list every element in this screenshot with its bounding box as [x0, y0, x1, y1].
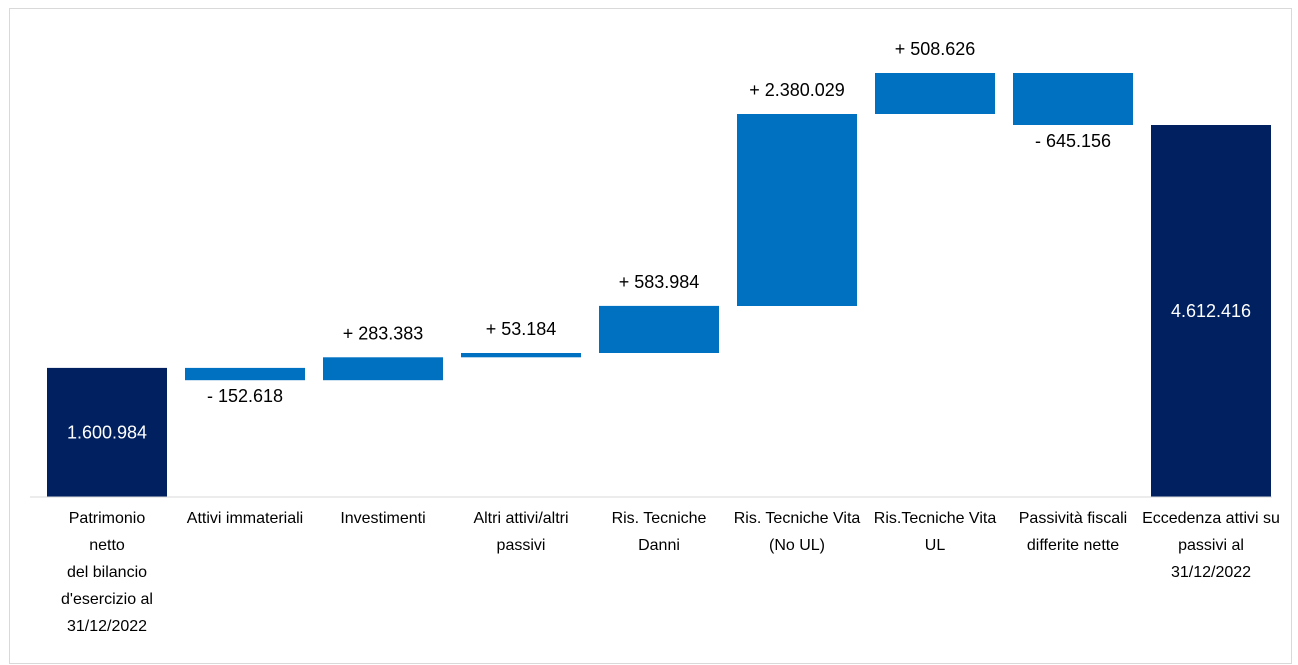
data-label-5: + 2.380.029	[749, 80, 845, 100]
bar-3	[461, 353, 581, 358]
category-label-6: Ris.Tecniche Vita UL	[874, 510, 997, 554]
data-label-8: 4.612.416	[1171, 301, 1251, 321]
chart-frame	[9, 8, 1292, 664]
data-label-1: - 152.618	[207, 386, 283, 406]
category-label-line: Altri attivi/altri	[473, 510, 568, 527]
category-label-line: Passività fiscali	[1019, 510, 1127, 527]
bar-5	[737, 114, 857, 306]
category-label-line: Attivi immateriali	[187, 510, 303, 527]
category-label-8: Eccedenza attivi su passivi al 31/12/2022	[1142, 510, 1280, 581]
bar-4	[599, 305, 719, 353]
category-label-4: Ris. Tecniche Danni	[612, 510, 707, 554]
category-label-3: Altri attivi/altri passivi	[473, 510, 568, 554]
category-label-line: Ris. Tecniche	[612, 510, 707, 527]
bar-0	[47, 367, 167, 497]
data-label-7: - 645.156	[1035, 131, 1111, 151]
category-label-5: Ris. Tecniche Vita (No UL)	[734, 510, 861, 554]
data-label-3: + 53.184	[486, 319, 557, 339]
category-label-1: Attivi immateriali	[187, 510, 303, 527]
category-label-line: 31/12/2022	[67, 618, 147, 635]
category-label-line: UL	[925, 537, 946, 554]
category-label-line: passivi	[497, 537, 546, 554]
bar-6	[875, 73, 995, 114]
bar-1	[185, 367, 305, 381]
data-label-0: 1.600.984	[67, 422, 147, 442]
category-label-0: Patrimonio netto del bilancio d'esercizio a…	[61, 510, 153, 635]
category-labels-group: Patrimonio netto del bilancio d'esercizio a…	[61, 510, 1280, 635]
bar-7	[1013, 73, 1133, 125]
category-label-line: d'esercizio al	[61, 591, 153, 608]
data-label-6: + 508.626	[895, 39, 976, 59]
category-label-line: 31/12/2022	[1171, 564, 1251, 581]
category-label-line: Ris. Tecniche Vita	[734, 510, 861, 527]
bar-2	[323, 357, 443, 381]
category-label-line: (No UL)	[769, 537, 825, 554]
category-label-line: Eccedenza attivi su	[1142, 510, 1280, 527]
data-label-4: + 583.984	[619, 272, 700, 292]
category-label-line: Ris.Tecniche Vita	[874, 510, 997, 527]
data-labels-group: 1.600.984 - 152.618 + 283.383 + 53.184 + 583…	[67, 39, 1251, 442]
category-label-line: Investimenti	[340, 510, 425, 527]
category-label-line: del bilancio	[67, 564, 147, 581]
category-label-line: differite nette	[1027, 537, 1119, 554]
category-label-line: netto	[89, 537, 125, 554]
category-label-line: Patrimonio	[69, 510, 146, 527]
category-label-line: passivi al	[1178, 537, 1244, 554]
category-label-line: Danni	[638, 537, 680, 554]
category-label-2: Investimenti	[340, 510, 425, 527]
category-label-7: Passività fiscali differite nette	[1019, 510, 1127, 554]
data-label-2: + 283.383	[343, 323, 424, 343]
bar-8	[1151, 125, 1271, 497]
bars-group	[47, 73, 1271, 497]
